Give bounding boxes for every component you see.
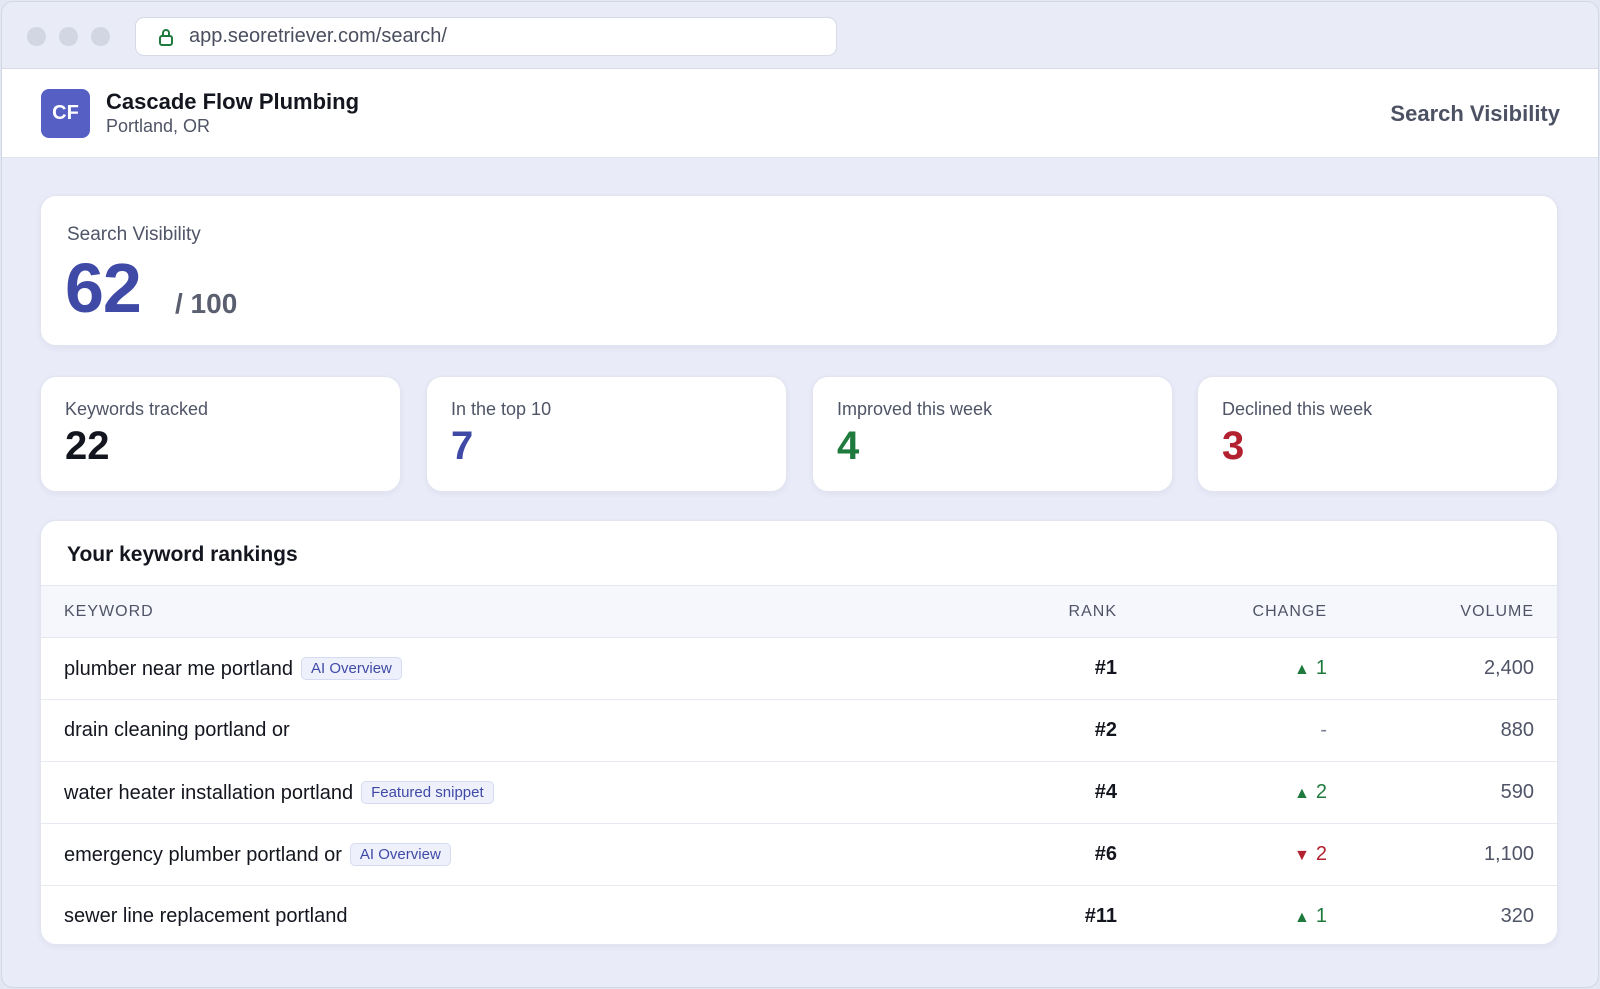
change-cell: ▲ 2 — [1117, 762, 1327, 824]
change-value: 1 — [1315, 657, 1327, 679]
table-row[interactable]: plumber near me portland AI Overview #1 ▲ 1 2… — [41, 638, 1557, 700]
table-header-row: KEYWORD RANK CHANGE VOLUME — [41, 585, 1557, 638]
browser-chrome: app.seoretriever.com/search/ — [2, 2, 1598, 69]
address-bar[interactable]: app.seoretriever.com/search/ — [135, 17, 837, 56]
table-row[interactable]: water heater installation portland Featur… — [41, 762, 1557, 824]
stat-label: Declined this week — [1222, 399, 1373, 419]
rank-cell: #4 — [1094, 781, 1117, 803]
column-header-change[interactable]: CHANGE — [1252, 602, 1327, 620]
keyword-text: water heater installation portland — [64, 781, 354, 804]
keyword-text: emergency plumber portland or — [64, 843, 342, 866]
arrow-down-icon: ▼ — [1294, 847, 1310, 864]
keyword-rankings-card: Your keyword rankings KEYWORD RANK CHANG… — [40, 520, 1558, 945]
stat-value: 3 — [1222, 424, 1245, 468]
business-name: Cascade Flow Plumbing — [106, 89, 360, 114]
rank-cell: #6 — [1094, 843, 1117, 865]
volume-cell: 2,400 — [1483, 657, 1534, 679]
rankings-title: Your keyword rankings — [67, 543, 298, 566]
table-row[interactable]: drain cleaning portland or #2 - 880 — [41, 700, 1557, 762]
change-value: 2 — [1315, 781, 1327, 803]
stat-value: 22 — [65, 424, 110, 468]
table-row[interactable]: emergency plumber portland or AI Overview… — [41, 824, 1557, 886]
volume-cell: 590 — [1500, 781, 1534, 803]
window-close-button[interactable] — [27, 27, 46, 46]
score-value: 62 — [65, 249, 142, 327]
keyword-cell: drain cleaning portland or — [41, 700, 957, 762]
keyword-text: drain cleaning portland or — [64, 719, 290, 741]
keyword-text: sewer line replacement portland — [64, 905, 348, 928]
stat-keywords-tracked: Keywords tracked 22 — [40, 376, 401, 492]
keyword-cell: emergency plumber portland or AI Overview — [41, 824, 957, 886]
arrow-up-icon: ▲ — [1294, 785, 1310, 802]
keyword-cell: water heater installation portland Featur… — [41, 762, 957, 824]
rank-cell: #1 — [1094, 657, 1117, 679]
page-title: Search Visibility — [1390, 101, 1560, 126]
stat-improved: Improved this week 4 — [812, 376, 1173, 492]
keyword-cell: plumber near me portland AI Overview — [41, 638, 957, 700]
stat-label: In the top 10 — [451, 399, 552, 419]
app-header: CF Cascade Flow Plumbing Portland, OR Se… — [2, 69, 1598, 158]
volume-cell: 880 — [1500, 719, 1534, 741]
url-text: app.seoretriever.com/search/ — [189, 25, 447, 47]
column-header-rank[interactable]: RANK — [1068, 602, 1117, 620]
rankings-table: KEYWORD RANK CHANGE VOLUME plumber near … — [41, 585, 1557, 945]
change-value: 1 — [1315, 905, 1327, 928]
change-cell: - — [1117, 700, 1327, 762]
business-logo: CF — [41, 89, 90, 138]
stat-value: 4 — [837, 424, 860, 468]
keyword-cell: sewer line replacement portland — [41, 886, 957, 945]
rank-cell: #11 — [1084, 905, 1117, 928]
change-value: 2 — [1315, 843, 1327, 865]
stat-top-10: In the top 10 7 — [426, 376, 787, 492]
serp-feature-badge: Featured snippet — [361, 780, 494, 804]
score-max: / 100 — [175, 288, 238, 319]
stat-declined: Declined this week 3 — [1197, 376, 1558, 492]
serp-feature-badge: AI Overview — [349, 842, 451, 866]
table-row[interactable]: sewer line replacement portland #11 ▲ 1 320 — [41, 886, 1557, 945]
window-maximize-button[interactable] — [91, 27, 110, 46]
volume-cell: 1,100 — [1483, 843, 1534, 865]
volume-cell: 320 — [1500, 905, 1534, 928]
stat-value: 7 — [451, 424, 474, 468]
column-header-volume[interactable]: VOLUME — [1460, 602, 1534, 620]
change-cell: ▼ 2 — [1117, 824, 1327, 886]
change-cell: ▲ 1 — [1117, 886, 1327, 945]
visibility-score-card: Search Visibility 62 / 100 — [40, 195, 1558, 346]
change-value: - — [1320, 719, 1327, 741]
stat-label: Improved this week — [837, 399, 993, 419]
arrow-up-icon: ▲ — [1294, 909, 1310, 927]
column-header-keyword[interactable]: KEYWORD — [64, 602, 154, 620]
window-minimize-button[interactable] — [59, 27, 78, 46]
arrow-up-icon: ▲ — [1294, 661, 1310, 678]
lock-icon — [158, 28, 174, 46]
keyword-text: plumber near me portland — [64, 657, 294, 680]
change-cell: ▲ 1 — [1117, 638, 1327, 700]
rank-cell: #2 — [1094, 719, 1117, 741]
serp-feature-badge: AI Overview — [301, 656, 402, 680]
business-location: Portland, OR — [106, 116, 211, 136]
score-label: Search Visibility — [67, 224, 201, 245]
stat-label: Keywords tracked — [65, 399, 209, 419]
